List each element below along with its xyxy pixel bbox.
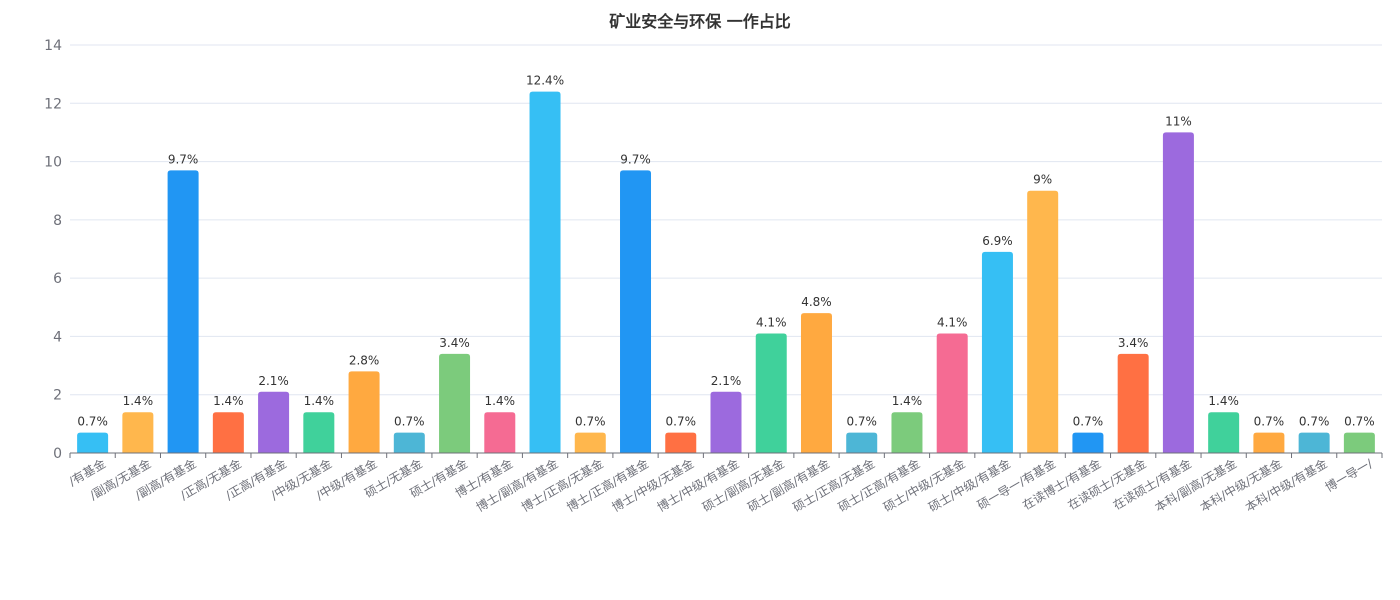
x-tick-label: 在读博士/有基金 xyxy=(1020,456,1104,513)
data-label: 11% xyxy=(1165,114,1192,128)
bar xyxy=(212,412,244,453)
bar xyxy=(891,412,923,453)
data-label: 4.1% xyxy=(937,316,968,330)
y-tick-label: 4 xyxy=(53,329,62,345)
y-tick-label: 6 xyxy=(53,271,62,287)
data-label: 0.7% xyxy=(575,415,606,429)
x-axis: /有基金/副高/无基金/副高/有基金/正高/无基金/正高/有基金/中级/无基金/… xyxy=(66,452,1383,515)
data-label: 2.8% xyxy=(349,353,380,367)
data-label: 1.4% xyxy=(892,394,923,408)
bar xyxy=(1117,353,1149,453)
bar xyxy=(303,412,335,453)
y-tick-label: 14 xyxy=(44,38,62,54)
data-label: 9.7% xyxy=(620,152,651,166)
data-label: 0.7% xyxy=(1344,415,1375,429)
data-label: 12.4% xyxy=(526,74,564,88)
bar xyxy=(258,391,290,453)
data-label: 9.7% xyxy=(168,152,199,166)
bar xyxy=(122,412,154,453)
data-label: 1.4% xyxy=(1208,394,1239,408)
y-axis: 0 2 4 6 8 10 12 14 xyxy=(44,38,62,462)
gridlines xyxy=(70,44,1382,396)
bar xyxy=(77,432,109,453)
data-label: 9% xyxy=(1033,173,1052,187)
bar xyxy=(393,432,425,453)
bar xyxy=(981,251,1013,453)
bar xyxy=(620,170,652,454)
data-label: 0.7% xyxy=(846,415,877,429)
y-tick-label: 10 xyxy=(44,155,62,171)
bar xyxy=(484,412,516,453)
y-tick-label: 2 xyxy=(53,388,62,404)
data-label: 0.7% xyxy=(666,415,697,429)
bar xyxy=(1027,190,1059,453)
x-tick-label: 硕一导一/有基金 xyxy=(974,456,1058,513)
bar xyxy=(800,313,832,453)
bars xyxy=(77,91,1375,454)
x-tick-label: 在读硕士/无基金 xyxy=(1065,456,1149,513)
data-label: 0.7% xyxy=(1299,415,1330,429)
data-label: 1.4% xyxy=(304,394,335,408)
data-label: 0.7% xyxy=(1254,415,1285,429)
data-label: 3.4% xyxy=(1118,336,1149,350)
data-label: 3.4% xyxy=(439,336,470,350)
bar xyxy=(1072,432,1104,453)
x-tick-label: 在读硕士/有基金 xyxy=(1110,456,1194,513)
bar xyxy=(1208,412,1240,453)
bar xyxy=(936,333,968,453)
y-tick-label: 0 xyxy=(53,446,62,462)
bar xyxy=(1298,432,1330,453)
bar xyxy=(1162,132,1194,453)
chart-title: 矿业安全与环保 一作占比 xyxy=(609,12,791,31)
data-label: 0.7% xyxy=(77,415,108,429)
y-tick-label: 8 xyxy=(53,213,62,229)
data-label: 0.7% xyxy=(1073,415,1104,429)
data-label: 4.1% xyxy=(756,316,787,330)
bar xyxy=(665,432,697,453)
data-label: 0.7% xyxy=(394,415,425,429)
data-label: 1.4% xyxy=(213,394,244,408)
data-label: 4.8% xyxy=(801,295,832,309)
data-label: 1.4% xyxy=(123,394,154,408)
data-label: 6.9% xyxy=(982,234,1013,248)
data-label: 2.1% xyxy=(258,374,289,388)
bar xyxy=(1253,432,1285,453)
bar xyxy=(1343,432,1375,453)
bar xyxy=(755,333,787,453)
data-labels: 0.7% 1.4% 9.7% 1.4% 2.1% 1.4% 2.8% 0.7% 3.4% 1.4%… xyxy=(77,74,1374,429)
bar xyxy=(574,432,606,453)
data-label: 2.1% xyxy=(711,374,742,388)
data-label: 1.4% xyxy=(485,394,516,408)
bar xyxy=(167,170,199,454)
bar xyxy=(846,432,878,453)
bar xyxy=(529,91,561,453)
x-tick-label: 博一导一/ xyxy=(1322,455,1375,494)
bar xyxy=(348,371,380,453)
bar xyxy=(439,353,471,453)
bar xyxy=(710,391,742,453)
y-tick-label: 12 xyxy=(44,96,62,112)
